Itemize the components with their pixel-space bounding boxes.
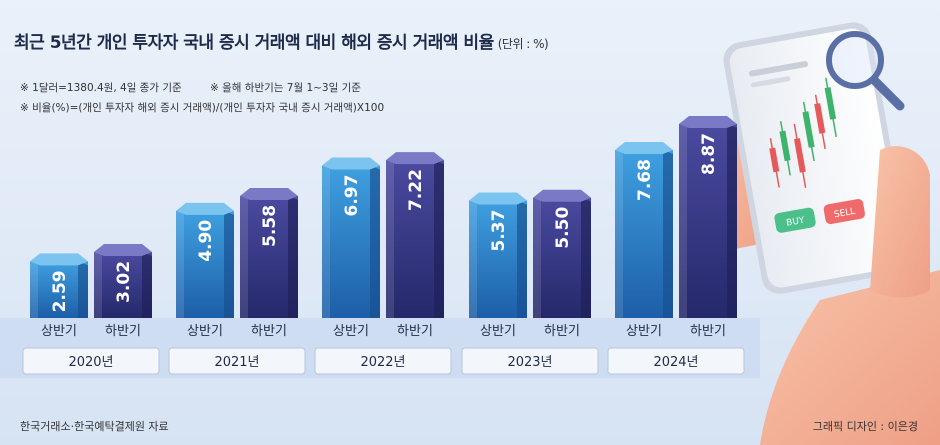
bar-side-0-1 [142,251,152,318]
year-box-0 [22,347,160,375]
year-label-3: 2023년 [507,355,552,370]
half-label-4-1: 하반기 [690,324,726,339]
source-text: 한국거래소·한국예탁결제원 자료 [20,420,169,433]
bar-side-1-0 [224,210,234,318]
fingers-shape [870,146,930,298]
credit-text: 그래픽 디자인 : 이은경 [812,420,918,433]
bar-side-2-1 [434,160,444,318]
bar-side-0-0 [78,261,88,318]
bar-highlight-3-0 [469,200,477,318]
year-box-2 [314,347,452,375]
bar-cap-1-1 [240,187,298,200]
value-label-2-1: 7.22 [406,169,426,211]
year-label-4: 2024년 [653,355,698,370]
bar-side-2-0 [370,165,380,318]
value-label-1-0: 4.90 [196,220,216,262]
bar-cap-2-1 [386,152,444,165]
bar-cap-2-0 [322,157,380,170]
note-period: ※ 올해 하반기는 7월 1~3일 기준 [210,82,361,94]
value-label-4-0: 7.68 [635,159,655,201]
candlestick-chart-icon [769,77,837,189]
bar-highlight-4-1 [679,123,687,318]
unit-label: (단위 : %) [497,37,549,51]
bar-highlight-2-0 [322,165,330,318]
bar-highlight-0-1 [94,251,102,318]
bar-side-1-1 [288,195,298,318]
note-exchange-rate: ※ 1달러=1380.4원, 4일 종가 기준 [20,82,182,94]
half-label-1-1: 하반기 [251,324,287,339]
bar-cap-0-0 [30,253,88,266]
half-label-1-0: 상반기 [187,324,223,339]
bar-cap-0-1 [94,243,152,256]
bar-highlight-0-0 [30,261,38,318]
magnifier-icon [826,31,905,111]
buy-button [774,207,816,233]
half-label-4-0: 상반기 [626,324,662,339]
hand-shape [760,270,940,445]
year-label-2: 2022년 [360,355,405,370]
bar-highlight-4-0 [615,150,623,318]
year-label-0: 2020년 [68,355,113,370]
bar-side-3-1 [581,197,591,318]
sell-label: SELL [833,207,856,221]
bar-side-3-0 [517,200,527,318]
title-text: 최근 5년간 개인 투자자 국내 증시 거래액 대비 해외 증시 거래액 비율 [14,33,494,53]
buy-label: BUY [786,216,806,229]
half-label-2-1: 하반기 [397,324,433,339]
bars-group [30,115,737,318]
bar-cap-4-0 [615,142,673,154]
bar-cap-3-1 [533,189,591,202]
bar-highlight-1-0 [176,210,184,318]
value-label-1-1: 5.58 [260,205,280,247]
half-label-0-0: 상반기 [41,324,77,339]
note-formula: ※ 비율(%)=(개인 투자자 해외 증시 거래액)/(개인 투자자 국내 증시… [20,102,385,114]
value-label-3-1: 5.50 [553,207,573,249]
value-label-0-1: 3.02 [114,261,134,303]
value-label-0-0: 2.59 [50,270,70,312]
bar-cap-4-1 [679,115,737,128]
half-label-0-1: 하반기 [105,324,141,339]
phone-body: BUY SELL [723,22,910,294]
labels-group: 2.59 상반기 3.02 하반기 2020년 4.90 상반기 5.58 하반기 2021년 6.… [22,133,745,375]
year-box-1 [168,347,306,375]
sell-button [823,199,865,225]
value-label-4-1: 8.87 [699,133,719,175]
bar-cap-3-0 [469,192,527,205]
bar-highlight-3-1 [533,197,541,318]
year-box-3 [461,347,599,375]
year-label-1: 2021년 [214,355,259,370]
half-label-3-1: 하반기 [544,324,580,339]
bar-side-4-1 [727,123,737,318]
value-label-3-0: 5.37 [489,210,509,252]
bar-cap-1-0 [176,202,234,215]
bar-highlight-2-1 [386,160,394,318]
bar-highlight-1-1 [240,195,248,318]
bar-side-4-0 [663,150,673,318]
chart-title: 최근 5년간 개인 투자자 국내 증시 거래액 대비 해외 증시 거래액 비율(… [14,28,549,53]
value-label-2-0: 6.97 [342,175,362,217]
year-box-4 [607,347,745,375]
half-label-2-0: 상반기 [333,324,369,339]
half-label-3-0: 상반기 [480,324,516,339]
